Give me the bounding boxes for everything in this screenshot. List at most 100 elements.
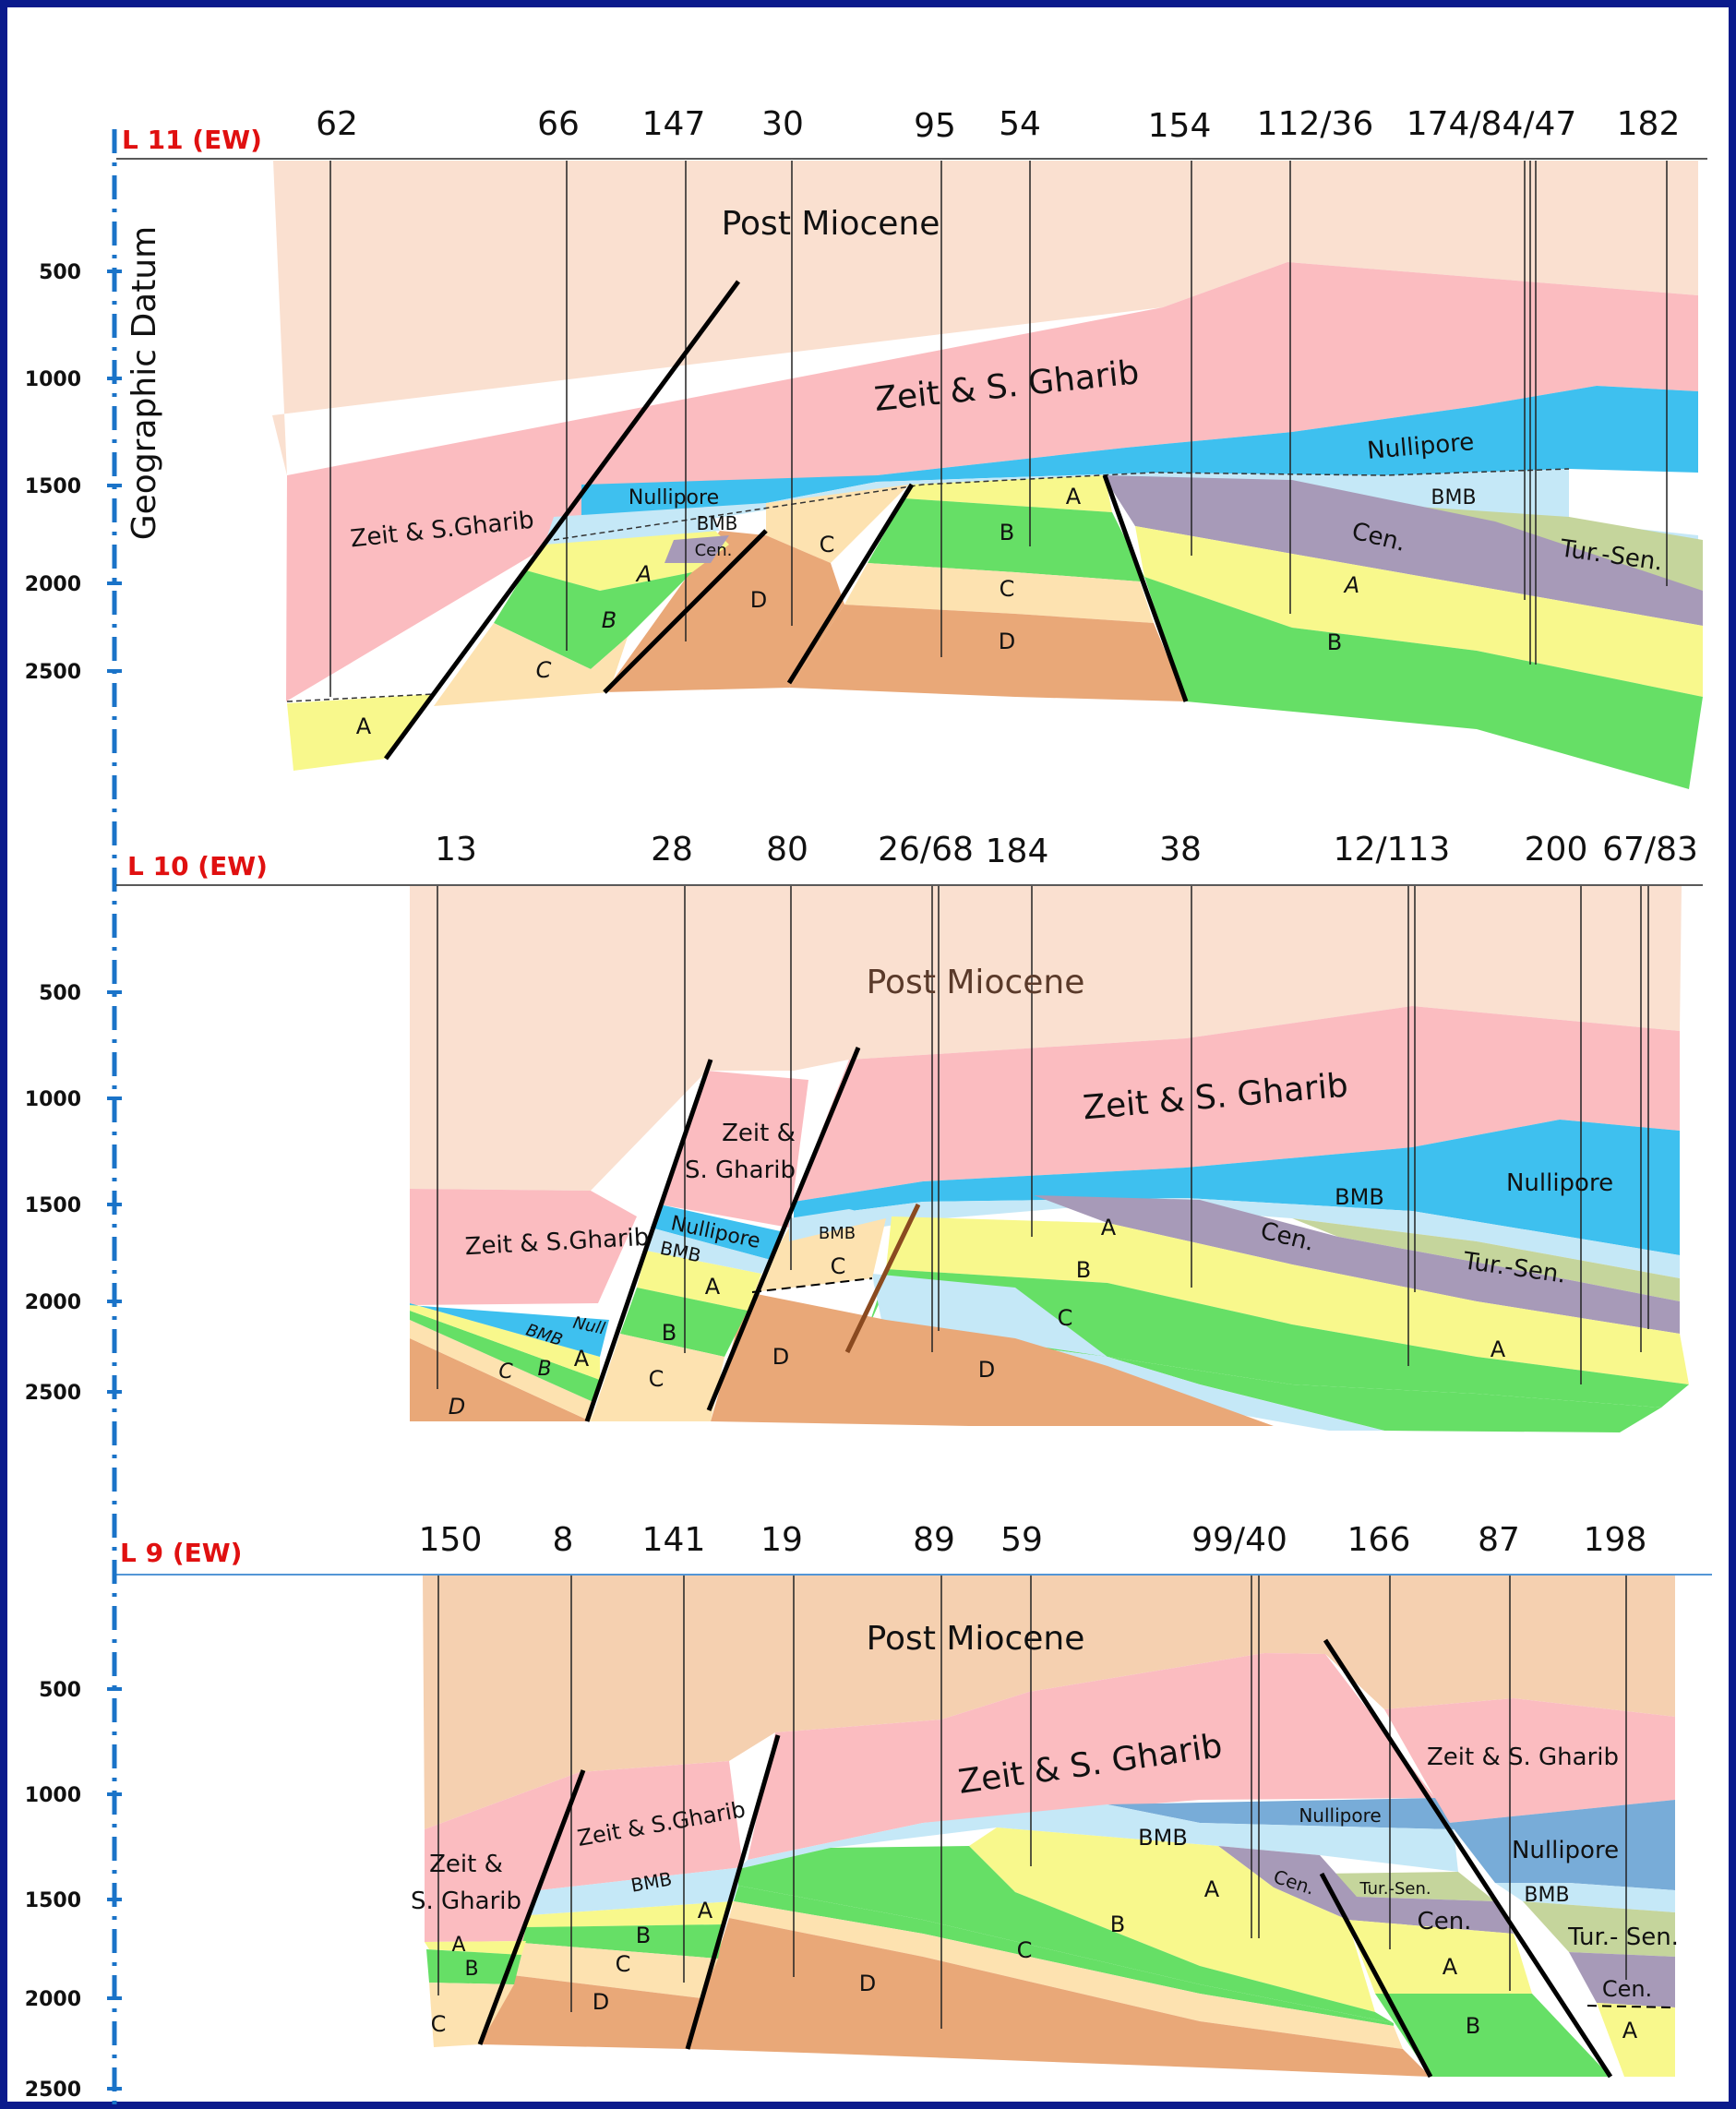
depth-tick-label: 500 bbox=[39, 1679, 81, 1702]
section-title: L 11 (EW) bbox=[122, 125, 262, 155]
layer-b-main bbox=[738, 1846, 1394, 2023]
well-label: 80 bbox=[766, 831, 808, 869]
layer-c-blue-east bbox=[872, 1274, 1107, 1357]
formation-label: Zeit & S. Gharib bbox=[1427, 1744, 1619, 1771]
well-label: 99/40 bbox=[1191, 1521, 1287, 1559]
layer-cen bbox=[1034, 1195, 1680, 1334]
formation-label: A bbox=[1066, 484, 1082, 509]
formation-label: A bbox=[1622, 2018, 1638, 2043]
layer-b-west bbox=[426, 1949, 521, 1984]
formation-label: B bbox=[602, 607, 617, 633]
layer-tur-sen-east bbox=[1523, 1901, 1675, 1957]
formation-label: C bbox=[1058, 1305, 1073, 1331]
well-label: 12/113 bbox=[1334, 831, 1451, 869]
layer-post-miocene bbox=[272, 161, 1698, 475]
layer-c-block bbox=[591, 1334, 724, 1421]
formation-label: Nullipore bbox=[1299, 1804, 1381, 1827]
section-title: L 10 (EW) bbox=[127, 851, 268, 881]
well-label: 54 bbox=[999, 105, 1041, 143]
formation-label: C bbox=[431, 2011, 447, 2037]
depth-tick-label: 500 bbox=[39, 982, 81, 1005]
formation-label: D bbox=[593, 1989, 609, 2015]
layer-zeit-west bbox=[410, 1189, 637, 1305]
layer-c-mid bbox=[512, 1943, 718, 1998]
formation-label: D bbox=[859, 1971, 876, 1996]
well-label: 87 bbox=[1478, 1521, 1520, 1559]
depth-axis: Geographic Datum bbox=[112, 129, 163, 2109]
depth-tick-label: 500 bbox=[39, 261, 81, 284]
layer-c-main bbox=[729, 1901, 1403, 2049]
axis-title: Geographic Datum bbox=[126, 226, 163, 540]
formation-label: Nullipore bbox=[1506, 1169, 1613, 1197]
layer-a-west bbox=[287, 694, 434, 771]
faults bbox=[477, 1638, 1613, 2079]
layer-zeit-block bbox=[660, 1071, 808, 1228]
formation-label: A bbox=[1343, 572, 1359, 598]
layer-zeit-main bbox=[794, 1006, 1680, 1202]
layer-a-main bbox=[969, 1827, 1375, 2012]
layer-zeit-east bbox=[1384, 1698, 1675, 1823]
formation-label: C bbox=[498, 1360, 513, 1384]
formation-label: BMB bbox=[1524, 1884, 1569, 1907]
formation-label: Post Miocene bbox=[867, 964, 1085, 1001]
layer-c-west bbox=[410, 1320, 595, 1421]
depth-tick-label: 2500 bbox=[25, 2079, 81, 2102]
depth-tick-label: 2500 bbox=[25, 1382, 81, 1405]
formation-label: B bbox=[1327, 629, 1342, 655]
unconformity bbox=[286, 693, 435, 702]
formation-label: A bbox=[635, 561, 652, 587]
well-labels: 150 8 141 19 89 59 99/40 166 87 198 bbox=[419, 1521, 1647, 1559]
depth-tick-label: 2000 bbox=[25, 573, 81, 596]
layer-c-center bbox=[844, 563, 1154, 623]
layer-b-east-lower bbox=[886, 1277, 1661, 1432]
well-label: 89 bbox=[913, 1521, 955, 1559]
well-label: 59 bbox=[1000, 1521, 1043, 1559]
layer-nullipore-east bbox=[1449, 1800, 1675, 1890]
well-label: 147 bbox=[642, 105, 706, 143]
formation-label: D bbox=[978, 1357, 995, 1383]
layer-bmb-block-mid bbox=[646, 1228, 771, 1274]
layer-zeit-sgharib bbox=[286, 262, 1698, 701]
formation-label: C bbox=[820, 532, 835, 557]
layer-a-block bbox=[637, 1251, 761, 1311]
depth-ticks: 500 1000 1500 2000 2500 bbox=[25, 1679, 122, 2102]
layer-b-block bbox=[620, 1288, 748, 1357]
layer-a-far-east bbox=[1597, 2003, 1675, 2077]
unconformity bbox=[553, 468, 1570, 541]
well-label: 154 bbox=[1148, 107, 1212, 145]
well-label: 174/84/47 bbox=[1407, 105, 1577, 143]
layer-bmb-main bbox=[738, 1804, 1458, 1872]
formation-label: C bbox=[649, 1366, 664, 1392]
formation-label: B bbox=[662, 1320, 676, 1346]
layer-post-miocene bbox=[423, 1576, 1675, 1829]
layer-b-center bbox=[868, 498, 1144, 581]
formation-label: A bbox=[1443, 1954, 1458, 1980]
layer-a-east bbox=[1347, 1920, 1532, 1994]
well-label: 166 bbox=[1347, 1521, 1411, 1559]
formation-label: S. Gharib bbox=[685, 1156, 796, 1184]
well-label: 13 bbox=[435, 831, 477, 869]
layer-c-block bbox=[766, 485, 909, 563]
depth-tick-label: 1000 bbox=[25, 368, 81, 391]
faults bbox=[383, 280, 1189, 761]
layer-a-center bbox=[904, 475, 1112, 512]
well-label: 66 bbox=[537, 105, 580, 143]
well-label: 141 bbox=[642, 1521, 706, 1559]
formation-label: Tur.- Sen. bbox=[1567, 1923, 1679, 1951]
well-label: 38 bbox=[1159, 831, 1202, 869]
formation-label: C bbox=[536, 657, 552, 683]
formation-label: A bbox=[705, 1274, 721, 1300]
formation-label: Cen. bbox=[695, 541, 733, 560]
layer-d-block bbox=[605, 531, 844, 692]
formation-label: B bbox=[1000, 520, 1014, 545]
layer-a-mid bbox=[526, 1901, 734, 1927]
layer-cen-east bbox=[1569, 1952, 1675, 2007]
formation-label: A bbox=[356, 713, 372, 739]
well-labels: 62 66 147 30 95 54 154 112/36 174/84/47 … bbox=[316, 105, 1680, 145]
faults bbox=[584, 1047, 921, 1422]
formation-label: BMB bbox=[1431, 486, 1476, 509]
layer-post-miocene bbox=[410, 886, 1682, 1191]
section-l9: L 9 (EW) 500 1000 1500 2000 2500 bbox=[25, 1521, 1712, 2102]
layer-null-west bbox=[410, 1303, 609, 1357]
well-label: 184 bbox=[986, 833, 1049, 870]
